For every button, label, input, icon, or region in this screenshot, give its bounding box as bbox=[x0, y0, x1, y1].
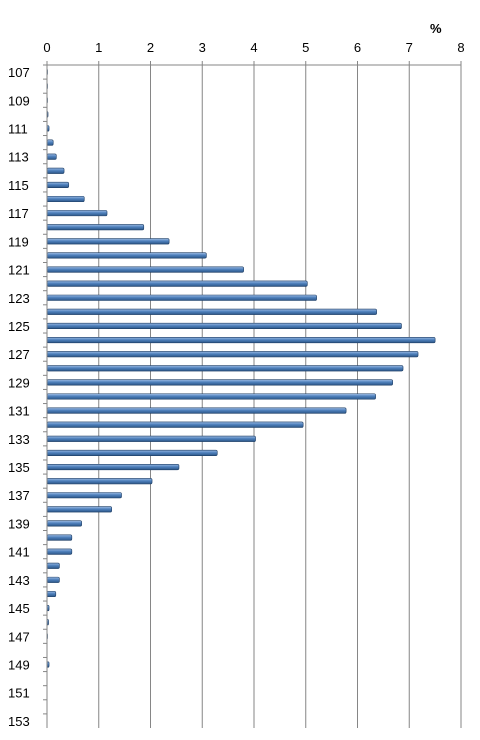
x-tick-label-3: 3 bbox=[199, 40, 206, 55]
bar-125 bbox=[46, 322, 402, 330]
x-tick-label-5: 5 bbox=[302, 40, 309, 55]
axes: 0 1 2 3 4 5 6 7 81071091111131151171191211231251… bbox=[8, 40, 465, 729]
x-tick-label-8: 8 bbox=[457, 40, 464, 55]
y-tick-label-121: 121 bbox=[8, 263, 30, 278]
y-tick-label-147: 147 bbox=[8, 629, 30, 644]
y-tick-label-151: 151 bbox=[8, 686, 30, 701]
bar-142 bbox=[46, 562, 60, 569]
bar-138 bbox=[46, 506, 112, 513]
y-tick-label-133: 133 bbox=[8, 432, 30, 447]
y-tick-label-107: 107 bbox=[8, 65, 30, 80]
bar-134 bbox=[46, 449, 218, 456]
x-tick-label-0: 0 bbox=[43, 40, 50, 55]
y-tick-label-143: 143 bbox=[8, 573, 30, 588]
bar-120 bbox=[46, 252, 207, 259]
bar-132 bbox=[46, 421, 304, 428]
bar-143 bbox=[46, 576, 60, 583]
bar-137 bbox=[46, 492, 122, 499]
y-tick-label-135: 135 bbox=[8, 460, 30, 475]
bar-115 bbox=[46, 181, 70, 188]
y-tick-label-149: 149 bbox=[8, 658, 30, 673]
bar-121 bbox=[46, 266, 244, 273]
y-tick-label-137: 137 bbox=[8, 488, 30, 503]
x-tick-label-1: 1 bbox=[95, 40, 102, 55]
bar-131 bbox=[46, 407, 347, 414]
bar-127 bbox=[46, 351, 419, 358]
y-tick-label-153: 153 bbox=[8, 714, 30, 729]
y-tick-label-139: 139 bbox=[8, 516, 30, 531]
bar-112 bbox=[46, 139, 54, 146]
y-tick-label-129: 129 bbox=[8, 375, 30, 390]
bar-144 bbox=[46, 590, 57, 598]
bar-114 bbox=[46, 167, 65, 174]
bar-124 bbox=[46, 308, 377, 315]
y-tick-label-111: 111 bbox=[8, 121, 28, 136]
y-tick-label-115: 115 bbox=[8, 178, 29, 193]
bar-130 bbox=[46, 393, 376, 400]
y-tick-label-113: 113 bbox=[8, 150, 29, 165]
x-tick-label-7: 7 bbox=[406, 40, 413, 55]
bar-123 bbox=[46, 294, 317, 301]
bar-117 bbox=[46, 210, 108, 217]
bar-139 bbox=[46, 520, 82, 527]
bars bbox=[46, 69, 436, 668]
bar-133 bbox=[46, 435, 256, 442]
bar-140 bbox=[46, 534, 73, 541]
bar-141 bbox=[46, 548, 73, 555]
y-tick-label-131: 131 bbox=[8, 404, 30, 419]
bar-122 bbox=[46, 280, 308, 287]
y-tick-label-145: 145 bbox=[8, 601, 30, 616]
x-tick-label-6: 6 bbox=[354, 40, 361, 55]
y-tick-label-109: 109 bbox=[8, 93, 30, 108]
y-tick-label-123: 123 bbox=[8, 291, 30, 306]
bar-129 bbox=[46, 379, 393, 386]
bar-118 bbox=[46, 224, 145, 231]
y-tick-label-125: 125 bbox=[8, 319, 30, 334]
y-tick-label-117: 117 bbox=[8, 206, 29, 221]
y-tick-label-119: 119 bbox=[8, 234, 29, 249]
unit-label: % bbox=[430, 21, 442, 36]
x-tick-label-2: 2 bbox=[147, 40, 154, 55]
bar-136 bbox=[46, 478, 153, 485]
bar-126 bbox=[46, 337, 436, 344]
x-tick-label-4: 4 bbox=[250, 40, 257, 55]
bar-119 bbox=[46, 238, 170, 245]
bar-113 bbox=[46, 153, 57, 160]
y-tick-label-127: 127 bbox=[8, 347, 30, 362]
bar-128 bbox=[46, 365, 404, 372]
bar-116 bbox=[46, 195, 85, 203]
bar-135 bbox=[46, 463, 180, 471]
y-tick-label-141: 141 bbox=[8, 545, 30, 560]
